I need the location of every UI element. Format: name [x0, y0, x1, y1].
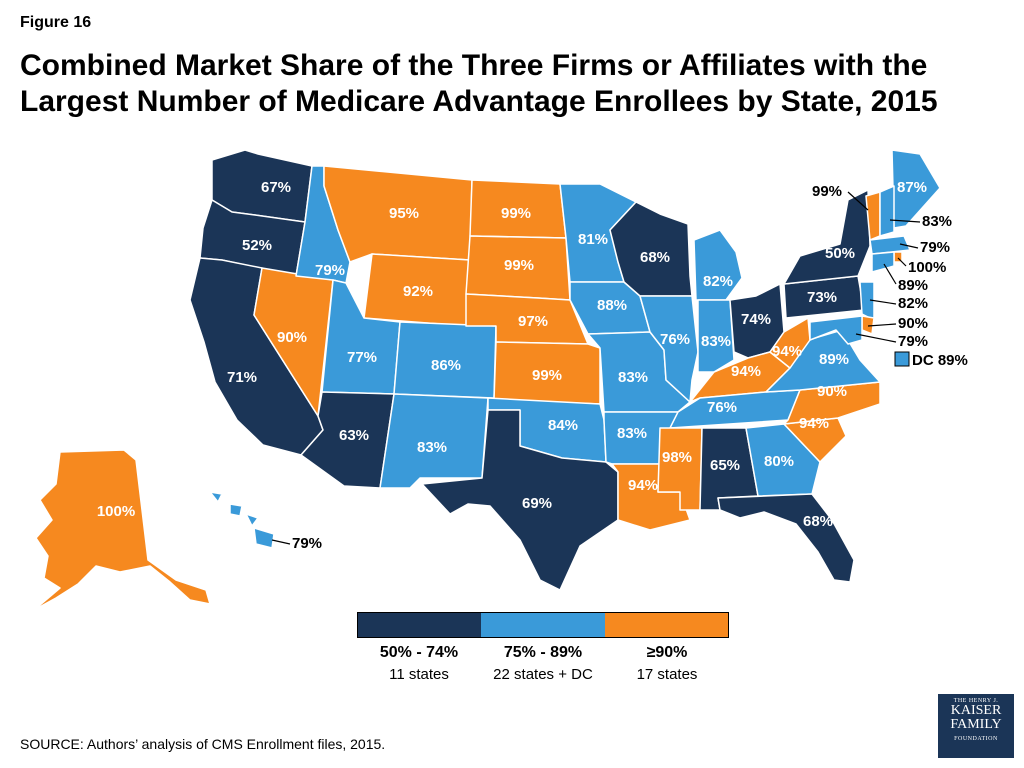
leader-line-ct	[883, 263, 897, 285]
page-title: Combined Market Share of the Three Firms…	[20, 49, 938, 118]
state-fl	[717, 493, 855, 583]
state-label-ga: 80%	[764, 453, 794, 470]
legend-bar	[357, 612, 729, 638]
state-label-me: 87%	[897, 179, 927, 196]
state-label-va: 89%	[819, 351, 849, 368]
callout-label-de: 90%	[898, 315, 928, 332]
state-label-wa: 67%	[261, 179, 291, 196]
state-label-al: 65%	[710, 457, 740, 474]
legend-item-high: ≥90% 17 states	[605, 644, 729, 683]
state-label-ms: 98%	[662, 449, 692, 466]
state-label-ok: 84%	[548, 417, 578, 434]
state-label-hi: 79%	[292, 535, 322, 552]
callout-label-vt: 99%	[812, 183, 842, 200]
state-wv	[769, 317, 811, 369]
leader-line-ri	[897, 257, 907, 267]
state-label-co: 86%	[431, 357, 461, 374]
state-de	[861, 315, 875, 335]
state-label-pa: 73%	[807, 289, 837, 306]
legend-swatch-low	[358, 613, 482, 637]
leader-line-vt	[847, 191, 869, 211]
state-label-tx: 69%	[522, 495, 552, 512]
state-ma	[869, 235, 911, 255]
callout-label-ct: 89%	[898, 277, 928, 294]
kff-logo: THE HENRY J. KAISER FAMILY FOUNDATION	[938, 694, 1014, 758]
state-label-wi: 68%	[640, 249, 670, 266]
leader-line-md	[855, 333, 897, 343]
state-tx	[421, 409, 619, 591]
state-label-mt: 95%	[389, 205, 419, 222]
legend-count: 22 states + DC	[493, 666, 593, 683]
state-label-in: 83%	[701, 333, 731, 350]
legend-count: 11 states	[389, 666, 449, 683]
legend: 50% - 74% 11 states 75% - 89% 22 states …	[357, 612, 729, 683]
state-label-il: 76%	[660, 331, 690, 348]
legend-range: 50% - 74%	[379, 644, 459, 661]
legend-range: 75% - 89%	[503, 644, 583, 661]
state-ct	[871, 251, 895, 273]
state-label-ak: 100%	[97, 503, 135, 520]
state-ak	[33, 449, 211, 611]
state-in	[697, 299, 735, 373]
state-label-fl: 68%	[803, 513, 833, 530]
leader-line-nj	[869, 299, 897, 305]
legend-item-mid: 75% - 89% 22 states + DC	[481, 644, 605, 683]
state-label-nv: 90%	[277, 329, 307, 346]
legend-swatch-mid	[481, 613, 605, 637]
callout-label-ma: 79%	[920, 239, 950, 256]
state-md	[809, 315, 863, 345]
state-label-mn: 81%	[578, 231, 608, 248]
state-label-nd: 99%	[501, 205, 531, 222]
state-label-ky: 94%	[731, 363, 761, 380]
state-nj	[859, 281, 875, 321]
state-label-wv: 94%	[772, 343, 802, 360]
figure-label: Figure 16	[20, 14, 92, 31]
state-label-ny: 50%	[825, 245, 855, 262]
leader-line-ma	[899, 243, 919, 249]
state-nh	[879, 185, 895, 237]
callout-label-ri: 100%	[908, 259, 946, 276]
state-ny	[783, 189, 871, 285]
state-label-nc: 90%	[817, 383, 847, 400]
state-label-ia: 88%	[597, 297, 627, 314]
state-ga	[745, 423, 821, 497]
state-label-mo: 83%	[618, 369, 648, 386]
state-hi	[209, 491, 275, 549]
state-label-la: 94%	[628, 477, 658, 494]
state-label-nm: 83%	[417, 439, 447, 456]
state-label-ca: 71%	[227, 369, 257, 386]
state-label-wy: 92%	[403, 283, 433, 300]
state-label-ar: 83%	[617, 425, 647, 442]
state-label-ut: 77%	[347, 349, 377, 366]
dc-label: DC 89%	[912, 352, 968, 369]
callout-label-md: 79%	[898, 333, 928, 350]
legend-item-low: 50% - 74% 11 states	[357, 644, 481, 683]
state-label-mi: 82%	[703, 273, 733, 290]
state-label-ne: 97%	[518, 313, 548, 330]
leader-line-de	[867, 323, 897, 327]
legend-range: ≥90%	[646, 644, 688, 661]
callout-label-nh: 83%	[922, 213, 952, 230]
state-label-oh: 74%	[741, 311, 771, 328]
state-label-id: 79%	[315, 262, 345, 279]
state-label-ks: 99%	[532, 367, 562, 384]
state-wi	[609, 201, 693, 297]
legend-count: 17 states	[636, 666, 698, 683]
state-mi	[693, 229, 743, 301]
state-label-sc: 94%	[799, 415, 829, 432]
legend-swatch-high	[604, 613, 728, 637]
state-label-or: 52%	[242, 237, 272, 254]
source-note: SOURCE: Authors’ analysis of CMS Enrollm…	[20, 736, 386, 752]
callout-label-nj: 82%	[898, 295, 928, 312]
state-label-az: 63%	[339, 427, 369, 444]
leader-line-hi	[271, 539, 291, 545]
leader-line-nh	[889, 219, 921, 223]
state-label-sd: 99%	[504, 257, 534, 274]
dc-swatch	[894, 351, 910, 367]
state-label-tn: 76%	[707, 399, 737, 416]
state-ks	[493, 341, 601, 405]
